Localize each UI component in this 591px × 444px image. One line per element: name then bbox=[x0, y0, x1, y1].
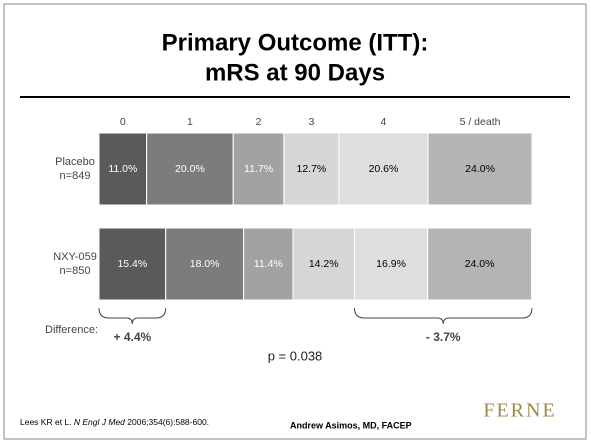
row-sublabel: n=849 bbox=[60, 170, 91, 182]
bar-segment bbox=[243, 227, 294, 301]
difference-value: - 3.7% bbox=[426, 330, 461, 344]
data-label: 11.4% bbox=[254, 258, 283, 270]
citation: Lees KR et L. N Engl J Med 2006;354(6):5… bbox=[20, 417, 209, 427]
data-label: 15.4% bbox=[117, 258, 147, 270]
data-label: 12.7% bbox=[296, 163, 326, 175]
data-label: 24.0% bbox=[465, 163, 495, 175]
difference-value: + 4.4% bbox=[113, 330, 151, 344]
bar-segment bbox=[98, 132, 148, 206]
bar-segment bbox=[338, 132, 429, 206]
row-sublabel: n=850 bbox=[60, 265, 91, 277]
data-label: 14.2% bbox=[309, 258, 339, 270]
author: Andrew Asimos, MD, FACEP bbox=[290, 420, 412, 430]
difference-brace bbox=[98, 307, 167, 325]
data-label: 20.6% bbox=[369, 163, 399, 175]
citation-prefix: Lees KR et L. bbox=[20, 417, 74, 427]
data-label: 11.0% bbox=[108, 163, 137, 175]
column-header: 1 bbox=[187, 116, 193, 128]
bar-segment bbox=[353, 227, 429, 301]
data-label: 24.0% bbox=[465, 258, 495, 270]
bar-segment bbox=[427, 132, 533, 206]
p-value: p = 0.038 bbox=[268, 348, 323, 363]
column-header: 3 bbox=[308, 116, 314, 128]
column-header: 5 / death bbox=[460, 116, 501, 128]
column-header: 4 bbox=[381, 116, 387, 128]
bar-segment bbox=[427, 227, 533, 301]
data-label: 20.0% bbox=[175, 163, 205, 175]
data-label: 16.9% bbox=[376, 258, 406, 270]
difference-brace bbox=[353, 307, 533, 325]
row-label: Placebo bbox=[55, 156, 95, 168]
logo: FERNE bbox=[483, 400, 556, 422]
citation-journal: N Engl J Med bbox=[74, 417, 125, 427]
citation-suffix: 2006;354(6):588-600. bbox=[125, 417, 209, 427]
bar-segment bbox=[146, 132, 234, 206]
bar-segment bbox=[165, 227, 245, 301]
column-header: 0 bbox=[120, 116, 126, 128]
row-label: NXY-059 bbox=[53, 251, 97, 263]
slide-frame bbox=[3, 3, 587, 440]
column-header: 2 bbox=[256, 116, 262, 128]
data-label: 11.7% bbox=[244, 163, 273, 175]
bar-segment bbox=[292, 227, 355, 301]
difference-label: Difference: bbox=[45, 324, 98, 336]
data-label: 18.0% bbox=[190, 258, 220, 270]
title-line2: mRS at 90 Days bbox=[205, 59, 385, 86]
title: Primary Outcome (ITT): bbox=[162, 29, 429, 56]
